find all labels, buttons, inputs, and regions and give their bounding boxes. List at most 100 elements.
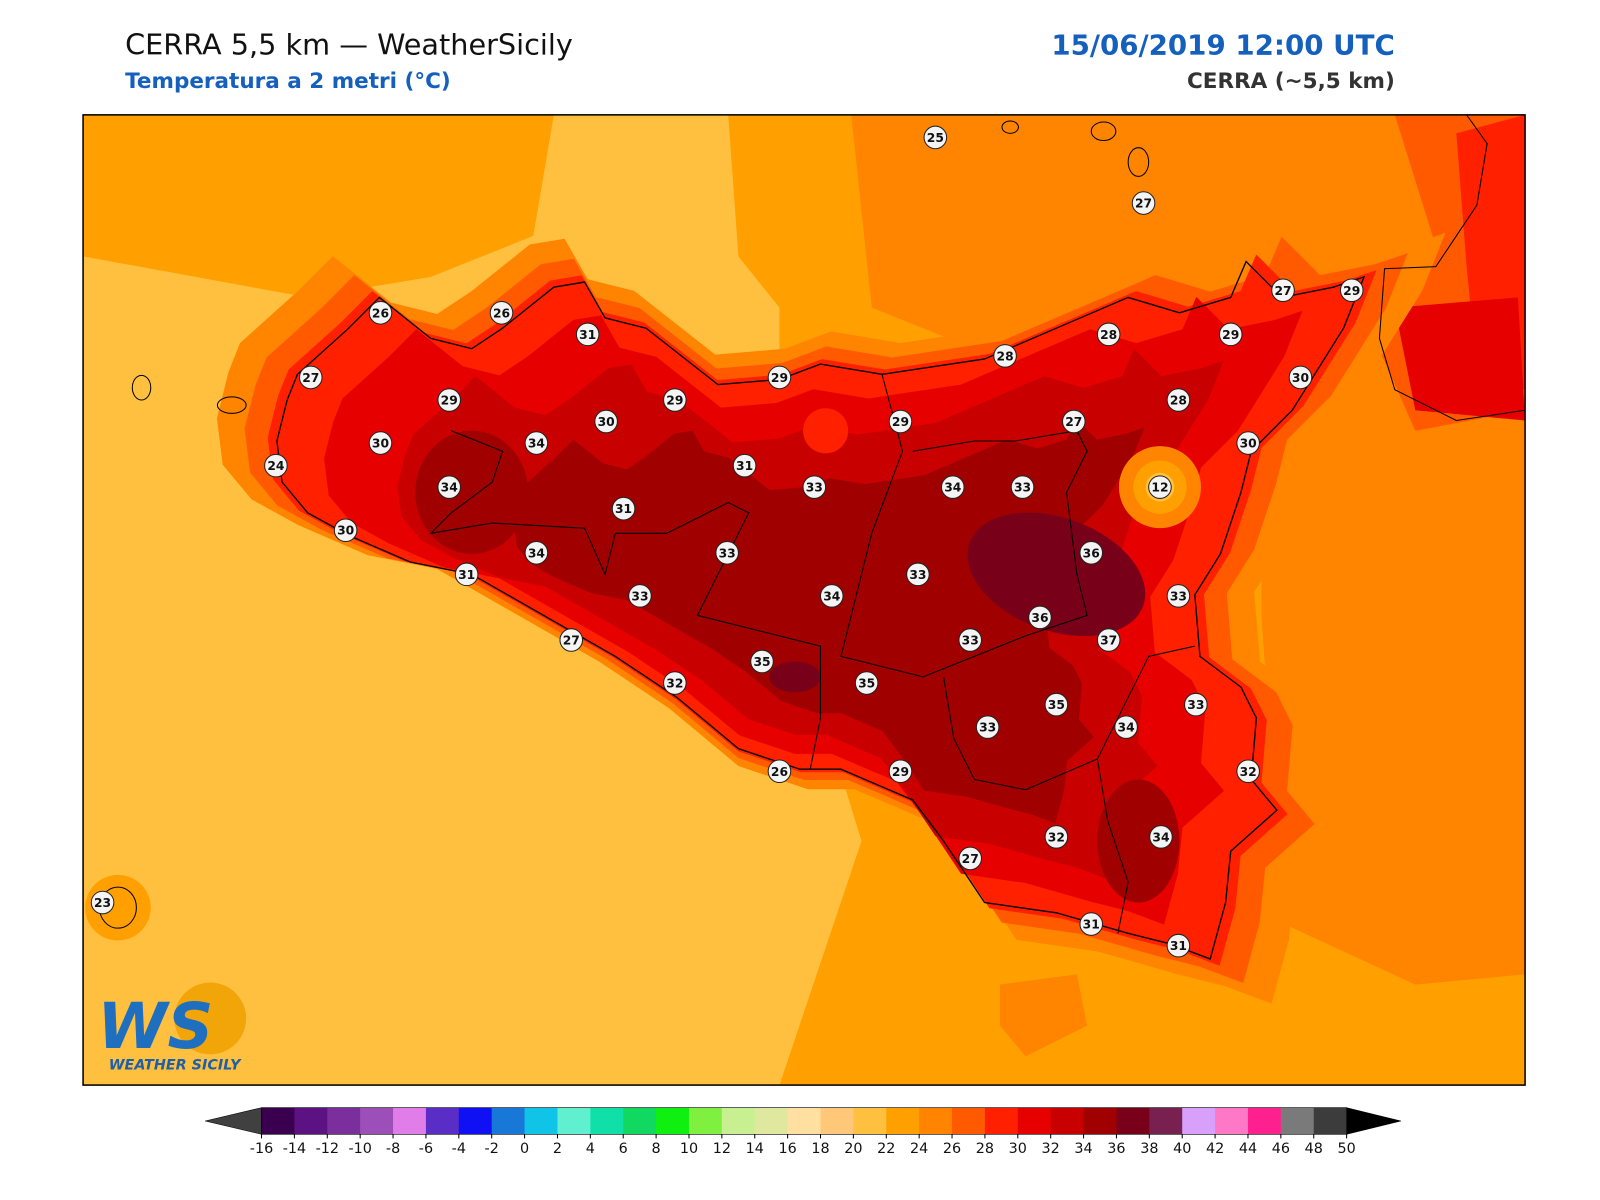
station-marker bbox=[298, 365, 323, 390]
station-marker bbox=[559, 628, 584, 652]
station-value: 32 bbox=[666, 677, 683, 691]
colorbar-tick-label: 50 bbox=[1337, 1141, 1355, 1157]
colorbar-tick-label: 12 bbox=[713, 1141, 731, 1157]
station-marker bbox=[854, 671, 879, 695]
colorbar-tick-label: -10 bbox=[348, 1141, 371, 1157]
station-marker bbox=[1131, 191, 1156, 215]
colorbar-bin bbox=[557, 1107, 591, 1135]
station-layer: 25 27 26 26 31 27 29 29 29 28 28 29 27 29 30 28 27 29 30 30… bbox=[90, 125, 1364, 958]
station-value: 27 bbox=[302, 371, 319, 385]
colorbar-bin bbox=[886, 1107, 920, 1135]
colorbar-tick-label: 30 bbox=[1009, 1141, 1027, 1157]
station-value: 29 bbox=[892, 765, 909, 779]
colorbar-bin bbox=[1017, 1107, 1052, 1135]
station-value: 34 bbox=[1118, 721, 1135, 735]
station-value: 33 bbox=[979, 721, 996, 735]
colorbar-tick-label: 8 bbox=[652, 1141, 661, 1157]
station-marker bbox=[663, 671, 687, 695]
colorbar-tick-label: 24 bbox=[910, 1141, 928, 1157]
colorbar-frame bbox=[261, 1107, 1347, 1135]
station-marker bbox=[368, 301, 393, 325]
colorbar-tick-label: -4 bbox=[452, 1141, 466, 1157]
station-value: 26 bbox=[771, 765, 788, 779]
station-marker bbox=[767, 365, 792, 390]
station-value: 27 bbox=[1274, 284, 1291, 298]
station-value: 27 bbox=[1135, 197, 1152, 211]
colorbar-bin bbox=[1149, 1107, 1183, 1135]
station-value: 30 bbox=[1240, 437, 1257, 451]
colorbar-bin bbox=[360, 1107, 394, 1135]
station-value: 12 bbox=[1151, 481, 1168, 495]
logo: WS WEATHER SICILY bbox=[97, 982, 247, 1074]
station-value: 34 bbox=[1152, 830, 1169, 844]
station-value: 36 bbox=[1031, 611, 1048, 625]
colorbar-tick-label: 42 bbox=[1206, 1141, 1224, 1157]
logo-name: WEATHER SICILY bbox=[109, 1058, 242, 1074]
station-marker bbox=[1218, 322, 1243, 347]
station-value: 27 bbox=[1065, 415, 1082, 429]
station-value: 32 bbox=[1048, 830, 1065, 844]
station-value: 33 bbox=[1170, 589, 1187, 603]
colorbar-bin bbox=[623, 1107, 657, 1135]
colorbar-bin bbox=[688, 1107, 723, 1135]
station-marker bbox=[454, 562, 479, 587]
station-value: 28 bbox=[997, 349, 1014, 363]
map-frame bbox=[82, 114, 1526, 1086]
station-marker bbox=[1149, 825, 1173, 849]
station-value: 33 bbox=[631, 589, 648, 603]
station-value: 30 bbox=[372, 437, 389, 451]
station-marker bbox=[1079, 912, 1104, 936]
station-marker bbox=[1236, 431, 1260, 455]
colorbar-bin bbox=[1215, 1107, 1249, 1135]
station-marker bbox=[90, 890, 115, 915]
colorbar-tick-label: -8 bbox=[386, 1141, 400, 1157]
station-value: 31 bbox=[1170, 939, 1187, 953]
colorbar-bin bbox=[327, 1107, 361, 1135]
colorbar-over bbox=[1346, 1107, 1402, 1135]
station-marker bbox=[1236, 759, 1260, 784]
station-marker bbox=[750, 649, 774, 674]
station-value: 34 bbox=[528, 437, 545, 451]
colorbar-tick-label: 46 bbox=[1272, 1141, 1290, 1157]
colorbar-bin bbox=[524, 1107, 558, 1135]
colorbar-bin bbox=[425, 1107, 460, 1135]
station-marker bbox=[802, 475, 827, 499]
station-marker bbox=[1184, 692, 1208, 717]
station-marker bbox=[1096, 628, 1121, 652]
colorbar-tick-label: -14 bbox=[283, 1141, 306, 1157]
colorbar-bin bbox=[1182, 1107, 1216, 1135]
colorbar-tick-label: 20 bbox=[844, 1141, 862, 1157]
station-value: 30 bbox=[598, 415, 615, 429]
station-marker bbox=[575, 322, 600, 347]
colorbar-bin bbox=[261, 1107, 295, 1135]
colorbar-tick-label: 22 bbox=[877, 1141, 895, 1157]
station-marker bbox=[611, 496, 636, 521]
station-value: 28 bbox=[1100, 328, 1117, 342]
colorbar-tick-label: 44 bbox=[1239, 1141, 1257, 1157]
colorbar-bin bbox=[590, 1107, 624, 1135]
title: CERRA 5,5 km — WeatherSicily bbox=[125, 27, 573, 61]
colorbar-bin bbox=[1050, 1107, 1084, 1135]
colorbar: -16 -14 -12 -10 -8 -6 -4 -2 0 2 4 6 8 10 12 14 16 18 20 22 2… bbox=[205, 1107, 1402, 1157]
station-value: 34 bbox=[528, 546, 545, 560]
station-value: 29 bbox=[1343, 284, 1360, 298]
colorbar-under bbox=[205, 1107, 262, 1135]
station-value: 31 bbox=[579, 328, 596, 342]
station-value: 31 bbox=[615, 502, 632, 516]
station-value: 29 bbox=[666, 393, 683, 407]
station-value: 33 bbox=[962, 633, 979, 647]
colorbar-bin bbox=[1083, 1107, 1117, 1135]
colorbar-bin bbox=[820, 1107, 854, 1135]
station-marker bbox=[628, 584, 652, 608]
station-marker bbox=[1339, 278, 1364, 303]
canvas: CERRA 5,5 km — WeatherSicily Temperatura… bbox=[82, 27, 1526, 1157]
station-value: 33 bbox=[1187, 698, 1204, 712]
station-value: 35 bbox=[753, 655, 770, 669]
colorbar-bin bbox=[1247, 1107, 1282, 1135]
colorbar-tick-label: 26 bbox=[943, 1141, 961, 1157]
station-value: 30 bbox=[337, 524, 354, 538]
station-value: 36 bbox=[1083, 546, 1100, 560]
model-label: CERRA (~5,5 km) bbox=[1187, 69, 1395, 94]
